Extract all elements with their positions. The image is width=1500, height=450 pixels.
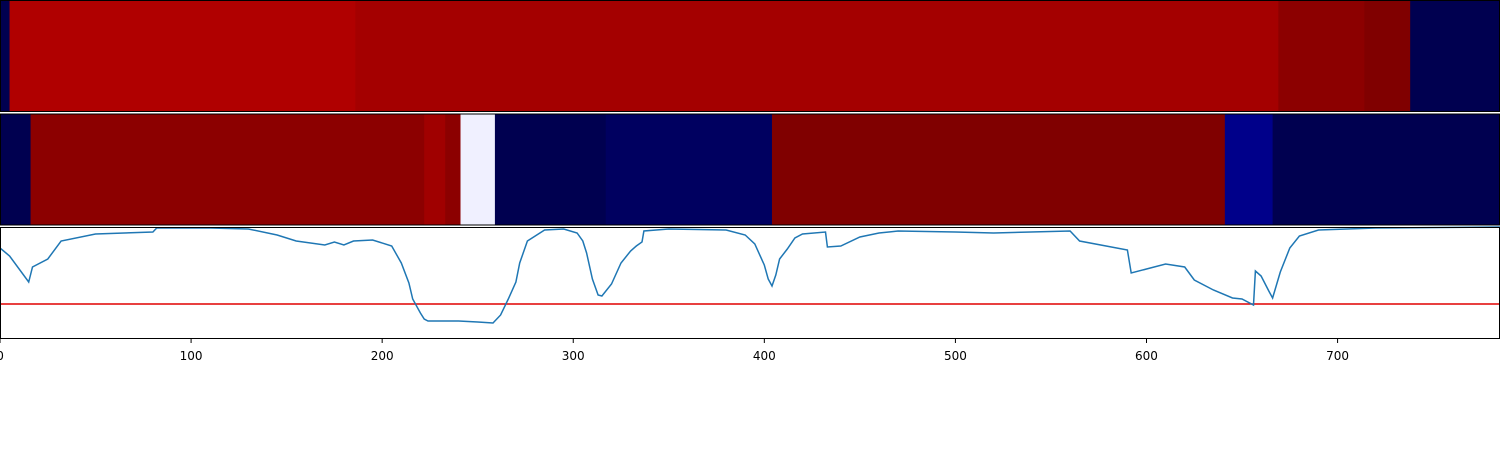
heatmap-cell <box>445 113 462 226</box>
heatmap-cell <box>1224 113 1274 226</box>
panel-frame <box>0 227 1500 339</box>
x-tick-label: 700 <box>1326 349 1349 363</box>
heatmap-cell <box>0 0 11 112</box>
x-tick-label: 100 <box>180 349 203 363</box>
x-tick-label: 300 <box>562 349 585 363</box>
data-line <box>0 226 1500 324</box>
heatmap-cell <box>30 113 425 226</box>
heatmap-cell <box>424 113 446 226</box>
heatmap-cell <box>1278 0 1365 112</box>
heatmap-cell <box>605 113 773 226</box>
heatmap-cell <box>1410 0 1500 112</box>
x-tick-label: 0 <box>0 349 4 363</box>
x-tick-label: 600 <box>1135 349 1158 363</box>
heatmap-cell <box>9 0 356 112</box>
x-tick-label: 400 <box>753 349 776 363</box>
heatmap-cell <box>355 0 1279 112</box>
heatmap-cell <box>0 113 32 226</box>
heatmap-cell <box>771 113 1226 226</box>
heatmap-cell <box>1364 0 1411 112</box>
heatmap-cell <box>494 113 607 226</box>
x-tick-label: 500 <box>944 349 967 363</box>
heatmap-cell <box>1272 113 1500 226</box>
heatmap-cell <box>460 113 496 226</box>
x-tick-label: 200 <box>371 349 394 363</box>
